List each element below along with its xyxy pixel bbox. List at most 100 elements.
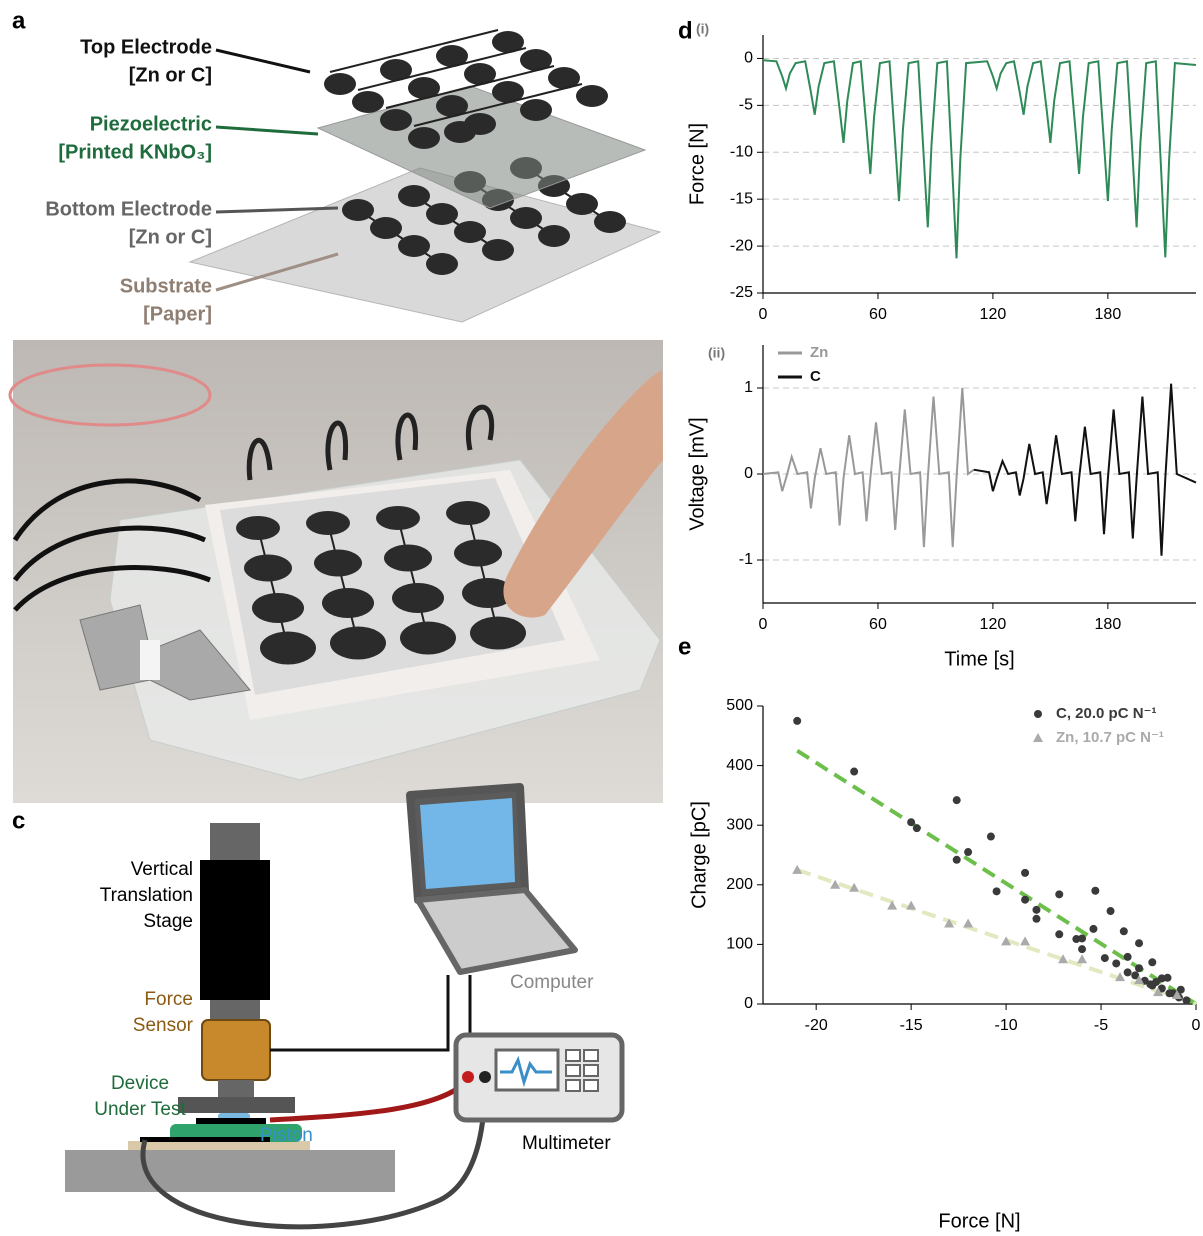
x-tick-label: -5: [1094, 1017, 1108, 1034]
point: [1164, 974, 1172, 982]
base: [65, 1150, 395, 1192]
y-tick-label: -5: [739, 97, 753, 114]
y-tick-label: 500: [726, 697, 753, 714]
electrode-pad: [376, 506, 420, 530]
electrode-pad: [408, 127, 440, 149]
y-axis-label: Force [N]: [686, 123, 708, 205]
point: [1021, 896, 1029, 904]
electrode-pad: [538, 225, 570, 247]
electrode-pad: [244, 555, 292, 582]
point: [1032, 906, 1040, 914]
layer-detail: [Paper]: [143, 303, 212, 325]
legend-swatch: [1034, 710, 1042, 718]
point: [793, 717, 801, 725]
stage-rod: [210, 1000, 260, 1020]
setup-label: Translation: [100, 885, 193, 906]
panel-label: c: [12, 807, 25, 834]
trace: [386, 44, 442, 58]
panel-label: d: [678, 17, 693, 44]
point: [1078, 945, 1086, 953]
figure: a b c d (i) (ii) e Top Electrode [Zn or …: [0, 0, 1203, 1236]
y-tick-label: 200: [726, 876, 753, 893]
setup-label: Device: [111, 1073, 169, 1094]
point: [1101, 954, 1109, 962]
panel-label: e: [678, 633, 691, 660]
point: [1165, 989, 1173, 997]
x-tick-label: 180: [1095, 306, 1122, 323]
leader: [216, 127, 318, 134]
electrode-pad: [470, 617, 526, 650]
point: [913, 824, 921, 832]
y-tick-label: -1: [739, 551, 753, 568]
setup-label: Stage: [143, 911, 193, 932]
point: [987, 833, 995, 841]
point: [1135, 964, 1143, 972]
point: [1072, 935, 1080, 943]
red-jack: [462, 1071, 474, 1083]
leader: [216, 50, 310, 72]
black-jack: [479, 1071, 491, 1083]
point: [907, 818, 915, 826]
electrode-pad: [392, 583, 444, 613]
y-axis-label: Voltage [mV]: [686, 417, 708, 530]
electrode-pad: [324, 73, 356, 95]
electrode-pad: [352, 91, 384, 113]
point: [1148, 958, 1156, 966]
x-tick-label: 120: [980, 306, 1007, 323]
panel-sublabel: (ii): [708, 345, 725, 361]
electrode-pad: [314, 550, 362, 577]
series-line: [974, 384, 1196, 556]
point: [1148, 982, 1156, 990]
point: [1020, 936, 1030, 945]
y-tick-label: 400: [726, 757, 753, 774]
electrode-pad: [236, 516, 280, 540]
electrode-pad: [426, 203, 458, 225]
y-tick-label: 0: [744, 50, 753, 67]
point: [1021, 869, 1029, 877]
electrode-pad: [306, 511, 350, 535]
red-lead: [270, 1080, 468, 1120]
bolt: [140, 640, 160, 680]
exploded-device: [190, 30, 660, 322]
setup-label: Piston: [260, 1125, 313, 1146]
laptop-display: [420, 798, 515, 889]
y-axis-label: Charge [pC]: [688, 801, 710, 909]
point: [1089, 925, 1097, 933]
point: [830, 880, 840, 889]
point: [963, 919, 973, 928]
layer-label: Top Electrode: [80, 36, 212, 58]
electrode-pad: [454, 540, 502, 567]
x-tick-label: -10: [995, 1017, 1018, 1034]
series-line: [763, 60, 1196, 258]
point: [1055, 890, 1063, 898]
point: [1183, 996, 1191, 1004]
point: [1032, 915, 1040, 923]
force-sensor: [202, 1020, 270, 1080]
platen: [178, 1097, 295, 1113]
series-line: [763, 388, 974, 547]
electrode-pad: [482, 239, 514, 261]
y-tick-label: -10: [730, 143, 753, 160]
electrode-pad: [576, 85, 608, 107]
layer-label: Piezoelectric: [90, 113, 212, 135]
legend-label: C: [810, 368, 821, 385]
device-photo: [10, 340, 663, 803]
x-tick-label: 0: [1192, 1017, 1201, 1034]
laptop-base: [418, 890, 575, 972]
trace: [442, 30, 498, 44]
legend-label: Zn, 10.7 pC N⁻¹: [1056, 729, 1164, 746]
y-tick-label: 300: [726, 816, 753, 833]
electrode-pad: [426, 253, 458, 275]
y-tick-label: -15: [730, 190, 753, 207]
point: [964, 848, 972, 856]
y-tick-label: 0: [744, 465, 753, 482]
x-tick-label: 180: [1095, 616, 1122, 633]
electrode-pad: [510, 207, 542, 229]
y-tick-label: 100: [726, 936, 753, 953]
electrode-pad: [252, 593, 304, 623]
panel-sublabel: (i): [696, 21, 709, 37]
translation-stage: [200, 860, 270, 1000]
setup-label: Force: [144, 989, 193, 1010]
point: [953, 796, 961, 804]
point: [1112, 959, 1120, 967]
